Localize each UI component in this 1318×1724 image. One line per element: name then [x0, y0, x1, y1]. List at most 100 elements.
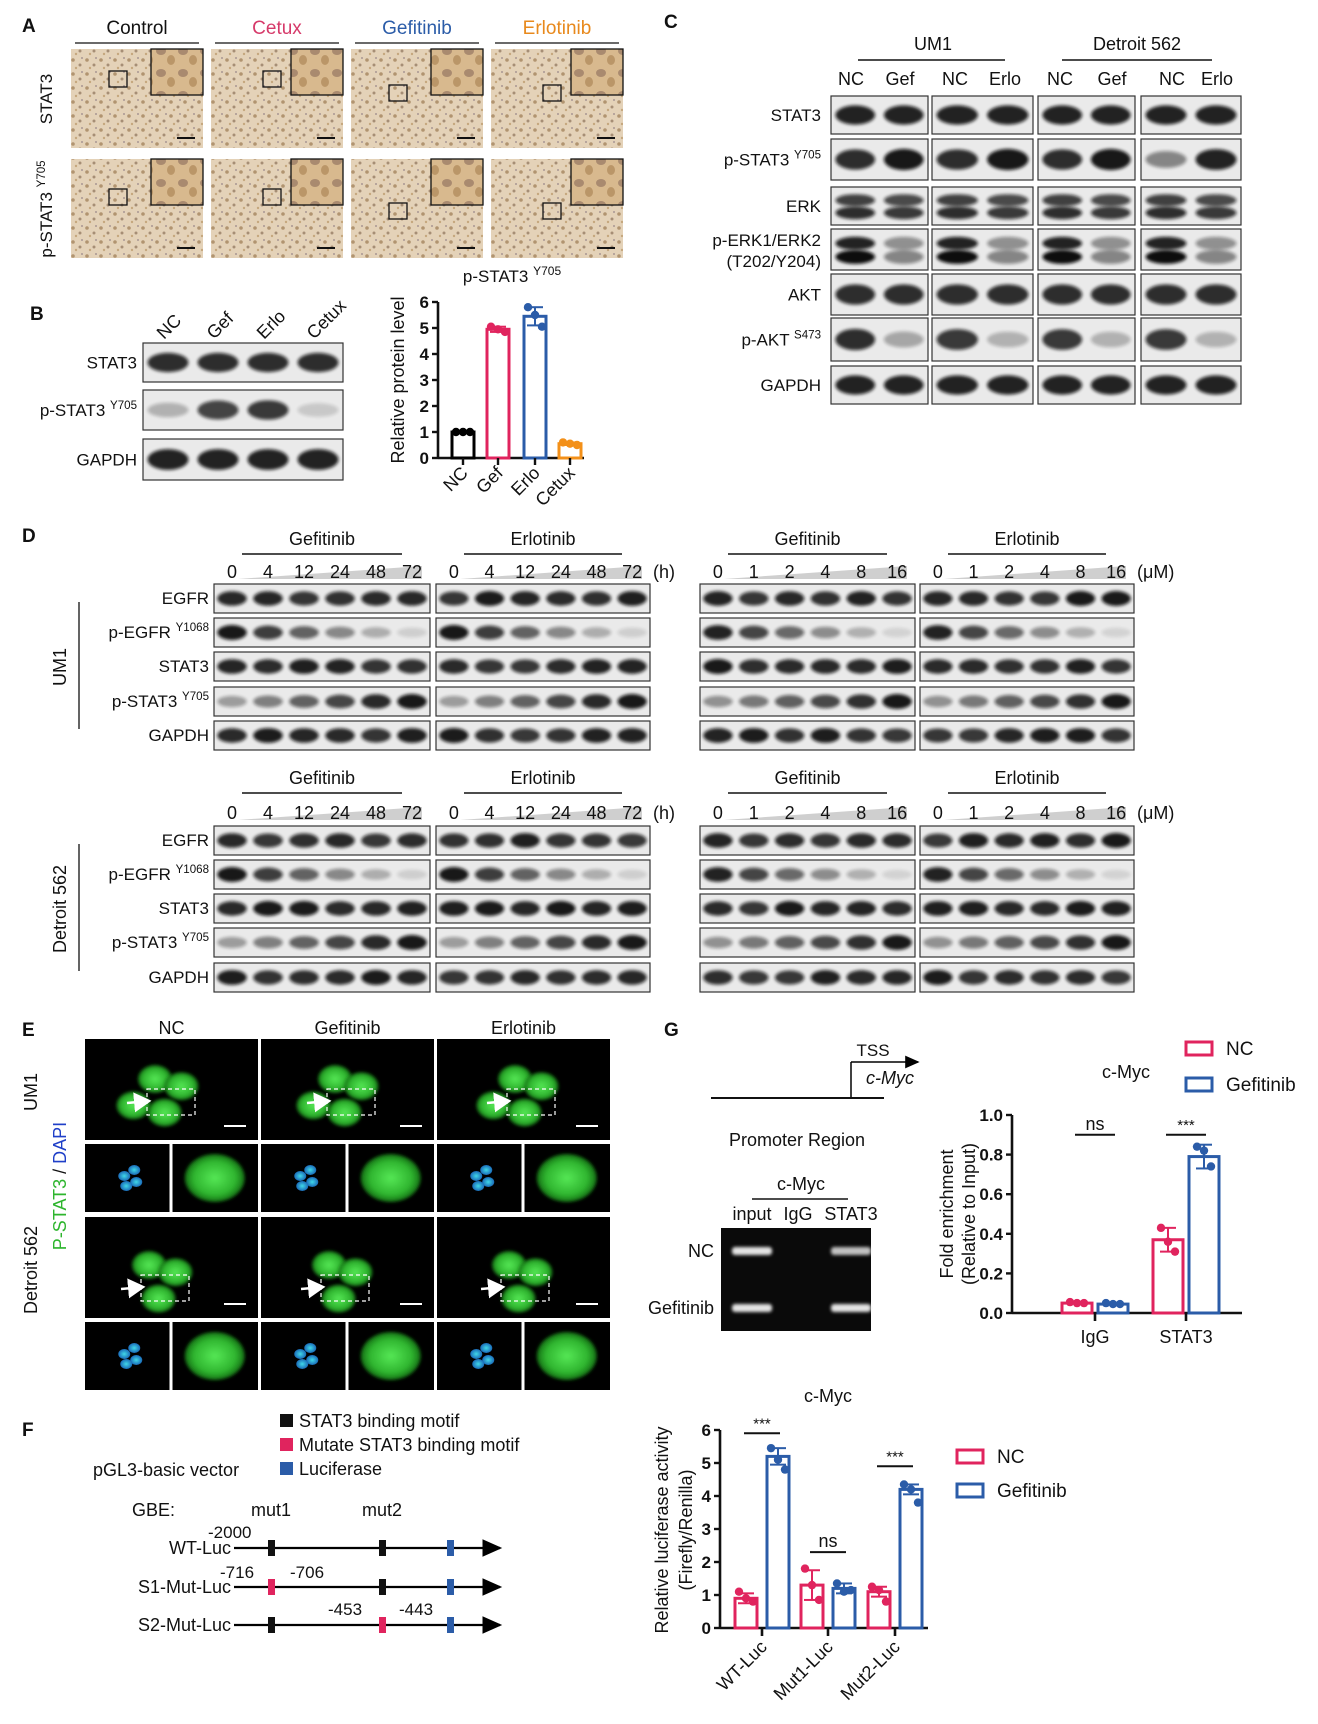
- legend-label: Mutate STAT3 binding motif: [299, 1435, 520, 1455]
- protein-band: [297, 449, 339, 470]
- bar: [522, 314, 548, 460]
- blot-d-row: [435, 927, 651, 958]
- protein-band: [253, 970, 283, 985]
- protein-band: [774, 901, 805, 916]
- protein-band: [439, 695, 469, 708]
- protein-band: [474, 901, 505, 916]
- time-point-label: 4: [484, 562, 494, 582]
- legend-swatch: [280, 1414, 293, 1427]
- luciferase-gene: [447, 1540, 454, 1556]
- protein-band: [325, 694, 355, 709]
- ihc-roi-box: [388, 84, 408, 102]
- ihc-row-label: STAT3: [37, 74, 56, 124]
- protein-band: [923, 591, 953, 606]
- protein-band: [217, 970, 247, 985]
- luciferase-gene: [447, 1617, 454, 1633]
- protein-band: [835, 149, 876, 170]
- gel-lane-label: input: [732, 1204, 771, 1224]
- cell-line-label: Detroit 562: [50, 865, 70, 953]
- y-tick-label: 0.2: [979, 1264, 1003, 1283]
- blot-row-label: p-STAT3 Y705: [724, 150, 821, 170]
- time-point-label: 72: [402, 562, 422, 582]
- blot-c-row: [931, 95, 1034, 135]
- cell: [518, 1258, 553, 1287]
- bar: [485, 327, 511, 460]
- protein-band: [1042, 194, 1083, 207]
- blot-d-row: [435, 651, 651, 682]
- cell: [312, 1251, 346, 1279]
- blot-membrane: [213, 686, 431, 717]
- protein-band: [581, 659, 612, 674]
- protein-band: [739, 695, 769, 708]
- blot-d-row: [435, 583, 651, 614]
- protein-band: [774, 591, 805, 606]
- blot-membrane: [919, 651, 1135, 682]
- protein-band: [361, 970, 391, 985]
- chart-title-superscript: Y705: [533, 264, 561, 278]
- panel-label-E: E: [22, 1020, 35, 1041]
- dose-label: 0: [713, 562, 723, 582]
- blot-d-row: [213, 825, 431, 856]
- protein-band: [546, 935, 576, 950]
- protein-band: [774, 695, 805, 708]
- protein-band: [703, 901, 733, 916]
- protein-band: [217, 625, 247, 640]
- blot-d-row: [919, 651, 1135, 682]
- if-micrograph: [261, 1039, 434, 1140]
- dose-label: 4: [820, 562, 830, 582]
- binding-motif: [379, 1579, 386, 1595]
- ihc-roi-box: [108, 188, 128, 206]
- protein-band: [1090, 284, 1131, 305]
- protein-band: [1042, 236, 1083, 250]
- protein-band: [994, 970, 1024, 985]
- protein-band: [1145, 249, 1187, 264]
- y-tick-label: 0.4: [979, 1225, 1003, 1244]
- if-zoom-pair: [85, 1322, 258, 1390]
- protein-band: [994, 695, 1024, 708]
- protein-band: [253, 695, 283, 708]
- data-point: [530, 310, 540, 320]
- blot-membrane: [1037, 186, 1136, 226]
- ihc-micrograph: [71, 48, 204, 148]
- time-point-label: 72: [622, 803, 642, 823]
- y-tick-label: 4: [420, 345, 430, 364]
- blot-d-row: [213, 720, 431, 751]
- cell: [536, 1332, 597, 1380]
- blot-row-label: p-STAT3 Y705: [40, 400, 137, 420]
- blot-membrane: [435, 651, 651, 682]
- protein-band: [197, 449, 239, 470]
- protein-band: [1195, 331, 1237, 348]
- gradient-wedge: [460, 566, 642, 579]
- protein-band: [325, 970, 355, 985]
- protein-band: [439, 970, 469, 985]
- protein-band: [253, 728, 283, 743]
- protein-band: [846, 659, 876, 674]
- blot-membrane: [919, 583, 1135, 614]
- treatment-header: Gefitinib: [774, 529, 840, 549]
- data-point: [1101, 1298, 1111, 1308]
- data-point: [832, 1579, 842, 1588]
- y-tick-label: 1.0: [979, 1106, 1003, 1125]
- protein-band: [361, 901, 391, 916]
- ihc-row-label-text: STAT3: [37, 74, 56, 124]
- if-zoom-pair: [437, 1144, 610, 1212]
- ihc-micrograph: [211, 48, 344, 148]
- protein-band: [774, 728, 805, 743]
- protein-band: [958, 625, 989, 640]
- blot-membrane: [213, 927, 431, 958]
- protein-band: [325, 728, 355, 743]
- protein-band: [883, 148, 924, 171]
- blot-row-label-text: p-STAT3: [40, 401, 110, 420]
- binding-motif: [379, 1540, 386, 1556]
- blot-row-label: STAT3: [87, 354, 137, 373]
- blot-lane-label: Erlo: [253, 306, 290, 343]
- protein-band: [882, 935, 912, 950]
- data-point: [1170, 1247, 1180, 1256]
- blot-membrane: [919, 962, 1135, 993]
- protein-band: [846, 869, 876, 880]
- time-point-label: 0: [449, 562, 459, 582]
- legend-swatch: [955, 1448, 985, 1465]
- ihc-column-header: Gefitinib: [382, 18, 452, 39]
- x-tick-label: IgG: [1080, 1327, 1109, 1347]
- protein-band: [1101, 728, 1131, 743]
